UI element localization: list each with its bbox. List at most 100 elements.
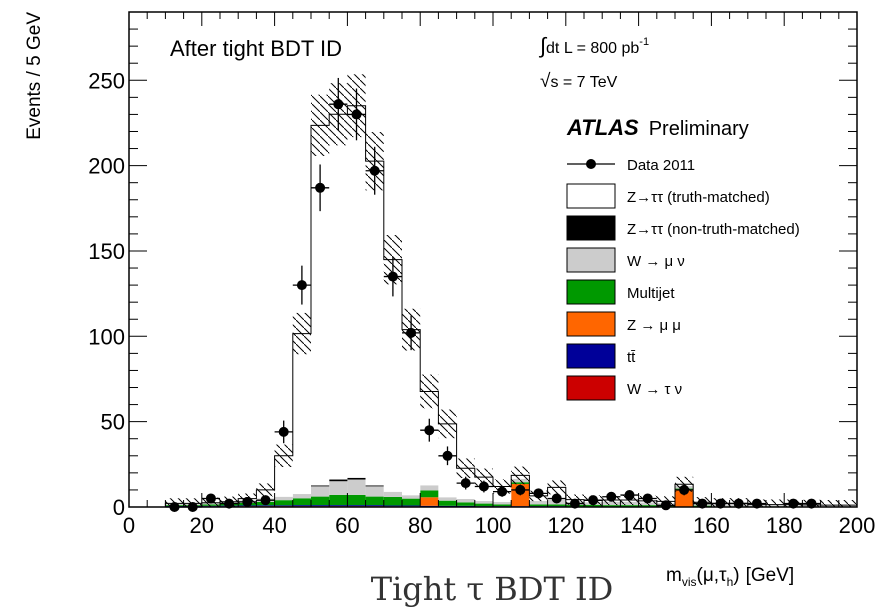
data-point	[260, 495, 271, 506]
stack-bar	[256, 505, 275, 507]
stack-bar	[329, 481, 348, 495]
uncertainty-band	[511, 466, 530, 485]
stack-bar	[402, 505, 421, 507]
atlas-label: ATLAS Preliminary	[566, 115, 749, 140]
stack-bar	[383, 505, 402, 507]
y-tick-label: 250	[88, 68, 125, 93]
x-tick-label: 80	[408, 513, 432, 538]
x-tick-label: 60	[335, 513, 359, 538]
data-point	[278, 426, 289, 437]
data-point	[333, 99, 344, 110]
legend-label: W → τ ν	[627, 381, 682, 398]
data-point	[478, 481, 489, 492]
legend-marker	[586, 159, 596, 169]
stack-bar	[420, 485, 439, 491]
uncertainty-band	[438, 409, 457, 439]
stack-bar	[383, 259, 402, 492]
stack-bar	[529, 504, 548, 507]
legend-label: tt̄	[627, 349, 636, 366]
stack-bar	[347, 105, 366, 478]
stack-bar	[347, 477, 366, 480]
data-point	[460, 478, 471, 489]
selection-label: After tight BDT ID	[170, 36, 342, 61]
y-tick-label: 0	[113, 495, 125, 520]
legend: Data 2011 Z→ττ (truth-matched) Z→ττ (non-t…	[566, 157, 800, 401]
stack-bar	[474, 501, 493, 504]
y-tick-label: 100	[88, 324, 125, 349]
uncertainty-band	[838, 500, 857, 507]
energy-label: √s = 7 TeV	[540, 71, 618, 92]
data-point	[624, 490, 635, 501]
uncertainty-band	[274, 444, 293, 468]
data-point	[369, 165, 380, 176]
data-point	[751, 498, 762, 509]
data-point	[715, 498, 726, 509]
legend-label: Z → μ μ	[627, 317, 681, 334]
stack-bar	[402, 495, 421, 499]
plot-background	[129, 12, 857, 507]
stack-bar	[420, 505, 439, 507]
stack-bar	[402, 498, 421, 506]
stack-bar	[456, 498, 475, 503]
stack-bar	[438, 505, 457, 507]
luminosity-label: ∫dt L = 800 pb-1	[538, 33, 649, 58]
stack-bar	[602, 505, 621, 507]
y-tick-label: 150	[88, 239, 125, 264]
stack-bar	[292, 498, 311, 506]
stack-bar	[365, 505, 384, 507]
stack-bar	[292, 505, 311, 507]
stack-bar	[438, 500, 457, 506]
stack-bar	[311, 496, 330, 506]
stack-bar	[274, 500, 293, 506]
data-point	[315, 182, 326, 193]
stack-bar	[311, 125, 330, 486]
data-point	[642, 493, 653, 504]
data-point	[497, 486, 508, 497]
stack-bar	[474, 503, 493, 507]
stack-bar	[347, 479, 366, 495]
stack-bar	[675, 489, 694, 507]
uncertainty-band	[456, 458, 475, 479]
data-point	[387, 271, 398, 282]
stack-bar	[274, 505, 293, 507]
stack-bar	[420, 490, 439, 498]
data-point	[205, 493, 216, 504]
uncertainty-band	[820, 500, 839, 507]
stack-bar	[292, 494, 311, 499]
stack-bar	[493, 504, 512, 507]
stack-bar	[311, 505, 330, 507]
data-point	[406, 327, 417, 338]
data-point	[733, 498, 744, 509]
legend-swatch	[566, 247, 616, 273]
x-tick-label: 100	[475, 513, 512, 538]
legend-label: Data 2011	[627, 157, 695, 174]
stack-bar	[529, 501, 548, 505]
data-point	[660, 500, 671, 511]
data-point	[442, 450, 453, 461]
uncertainty-band	[420, 374, 439, 409]
stack-bar	[311, 485, 330, 487]
stack-bar	[365, 496, 384, 506]
stack-bar	[329, 494, 348, 506]
legend-swatch	[566, 311, 616, 337]
y-tick-label: 50	[101, 410, 125, 435]
stack-bar	[383, 491, 402, 497]
data-point	[606, 491, 617, 502]
data-point	[697, 498, 708, 509]
uncertainty-band	[311, 94, 330, 156]
y-axis-label: Events / 5 GeV	[24, 12, 45, 140]
stack-bar	[347, 505, 366, 507]
stack-bar	[274, 496, 293, 501]
x-tick-label: 0	[123, 513, 135, 538]
stack-bar	[347, 494, 366, 506]
stack-bar	[365, 161, 384, 486]
data-point	[788, 498, 799, 509]
axes: 0 20 40 60 80 100 120 140 160 180 200 0 50 100 150 200 2…	[88, 11, 875, 538]
data-point	[806, 498, 817, 509]
legend-label: Z→ττ (non-truth-matched)	[627, 221, 800, 238]
stack-bar	[456, 505, 475, 507]
x-tick-label: 40	[262, 513, 286, 538]
stack-bar	[365, 485, 384, 487]
stack-bar	[402, 329, 421, 496]
